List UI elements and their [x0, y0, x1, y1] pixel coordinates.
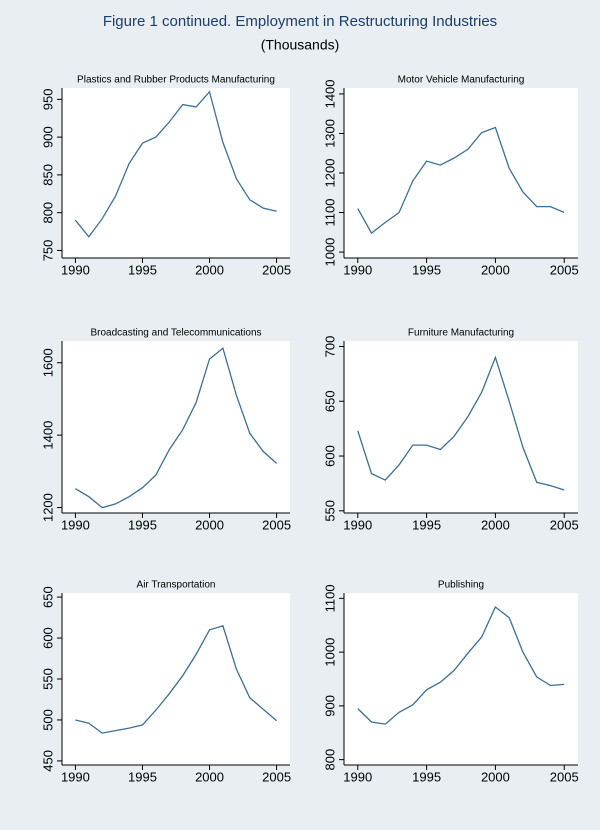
y-tick-label: 650 [40, 586, 55, 608]
panel-title: Motor Vehicle Manufacturing [398, 75, 525, 86]
y-tick-label: 950 [40, 88, 55, 110]
x-tick-label: 1995 [412, 517, 441, 532]
data-line [357, 126, 565, 235]
figure-title: Figure 1 continued. Employment in Restru… [103, 13, 497, 30]
data-line [75, 624, 278, 734]
x-tick-label: 2005 [550, 769, 579, 784]
data-line [357, 605, 565, 725]
x-tick-label: 1990 [343, 769, 372, 784]
y-tick-label: 1600 [40, 348, 55, 377]
y-tick-label: 600 [322, 445, 337, 467]
x-tick-label: 2005 [550, 262, 579, 277]
y-tick-label: 1400 [322, 79, 337, 108]
y-tick-label: 850 [40, 164, 55, 186]
x-tick-label: 2000 [195, 262, 224, 277]
x-tick-label: 2005 [262, 769, 291, 784]
y-tick-label: 1200 [40, 493, 55, 522]
data-line [74, 90, 277, 238]
panel-title: Air Transportation [137, 580, 216, 591]
plot-area [62, 88, 290, 258]
x-tick-label: 1990 [61, 517, 90, 532]
x-tick-label: 2000 [481, 517, 510, 532]
x-tick-label: 2000 [195, 769, 224, 784]
y-tick-label: 750 [40, 240, 55, 262]
y-tick-label: 1200 [322, 159, 337, 188]
x-tick-label: 1995 [412, 262, 441, 277]
panel-title: Publishing [438, 580, 484, 591]
x-tick-label: 1990 [61, 769, 90, 784]
y-tick-label: 650 [322, 390, 337, 412]
x-tick-label: 1995 [412, 769, 441, 784]
y-tick-label: 1400 [40, 421, 55, 450]
panel-title: Broadcasting and Telecommunications [90, 328, 261, 339]
panel-title: Plastics and Rubber Products Manufacturi… [77, 75, 275, 86]
y-tick-label: 800 [40, 202, 55, 224]
data-line [75, 347, 278, 509]
x-tick-label: 2000 [481, 769, 510, 784]
x-tick-label: 2000 [195, 517, 224, 532]
y-tick-label: 800 [322, 749, 337, 771]
y-tick-label: 900 [40, 126, 55, 148]
x-tick-label: 2005 [262, 517, 291, 532]
y-tick-label: 1100 [322, 584, 337, 612]
x-tick-label: 1990 [343, 517, 372, 532]
data-line [357, 355, 565, 491]
x-tick-label: 2005 [550, 517, 579, 532]
x-tick-label: 1995 [128, 517, 157, 532]
y-tick-label: 600 [40, 627, 55, 649]
y-tick-label: 550 [322, 500, 337, 522]
panel-title: Furniture Manufacturing [408, 328, 514, 339]
plot-area [344, 88, 578, 258]
y-tick-label: 450 [40, 750, 55, 772]
x-tick-label: 2005 [262, 262, 291, 277]
y-tick-label: 1000 [322, 638, 337, 667]
plot-area [62, 593, 290, 765]
x-tick-label: 1990 [343, 262, 372, 277]
x-tick-label: 1995 [128, 769, 157, 784]
y-tick-label: 1100 [322, 199, 337, 227]
plot-area [62, 341, 290, 513]
x-tick-label: 2000 [481, 262, 510, 277]
y-tick-label: 1000 [322, 238, 337, 267]
y-tick-label: 700 [322, 336, 337, 358]
x-tick-label: 1990 [61, 262, 90, 277]
plot-area [344, 593, 578, 765]
figure-subtitle: (Thousands) [261, 37, 340, 53]
y-tick-label: 550 [40, 668, 55, 690]
y-tick-label: 1300 [322, 119, 337, 148]
y-tick-label: 500 [40, 709, 55, 731]
x-tick-label: 1995 [128, 262, 157, 277]
y-tick-label: 900 [322, 695, 337, 717]
